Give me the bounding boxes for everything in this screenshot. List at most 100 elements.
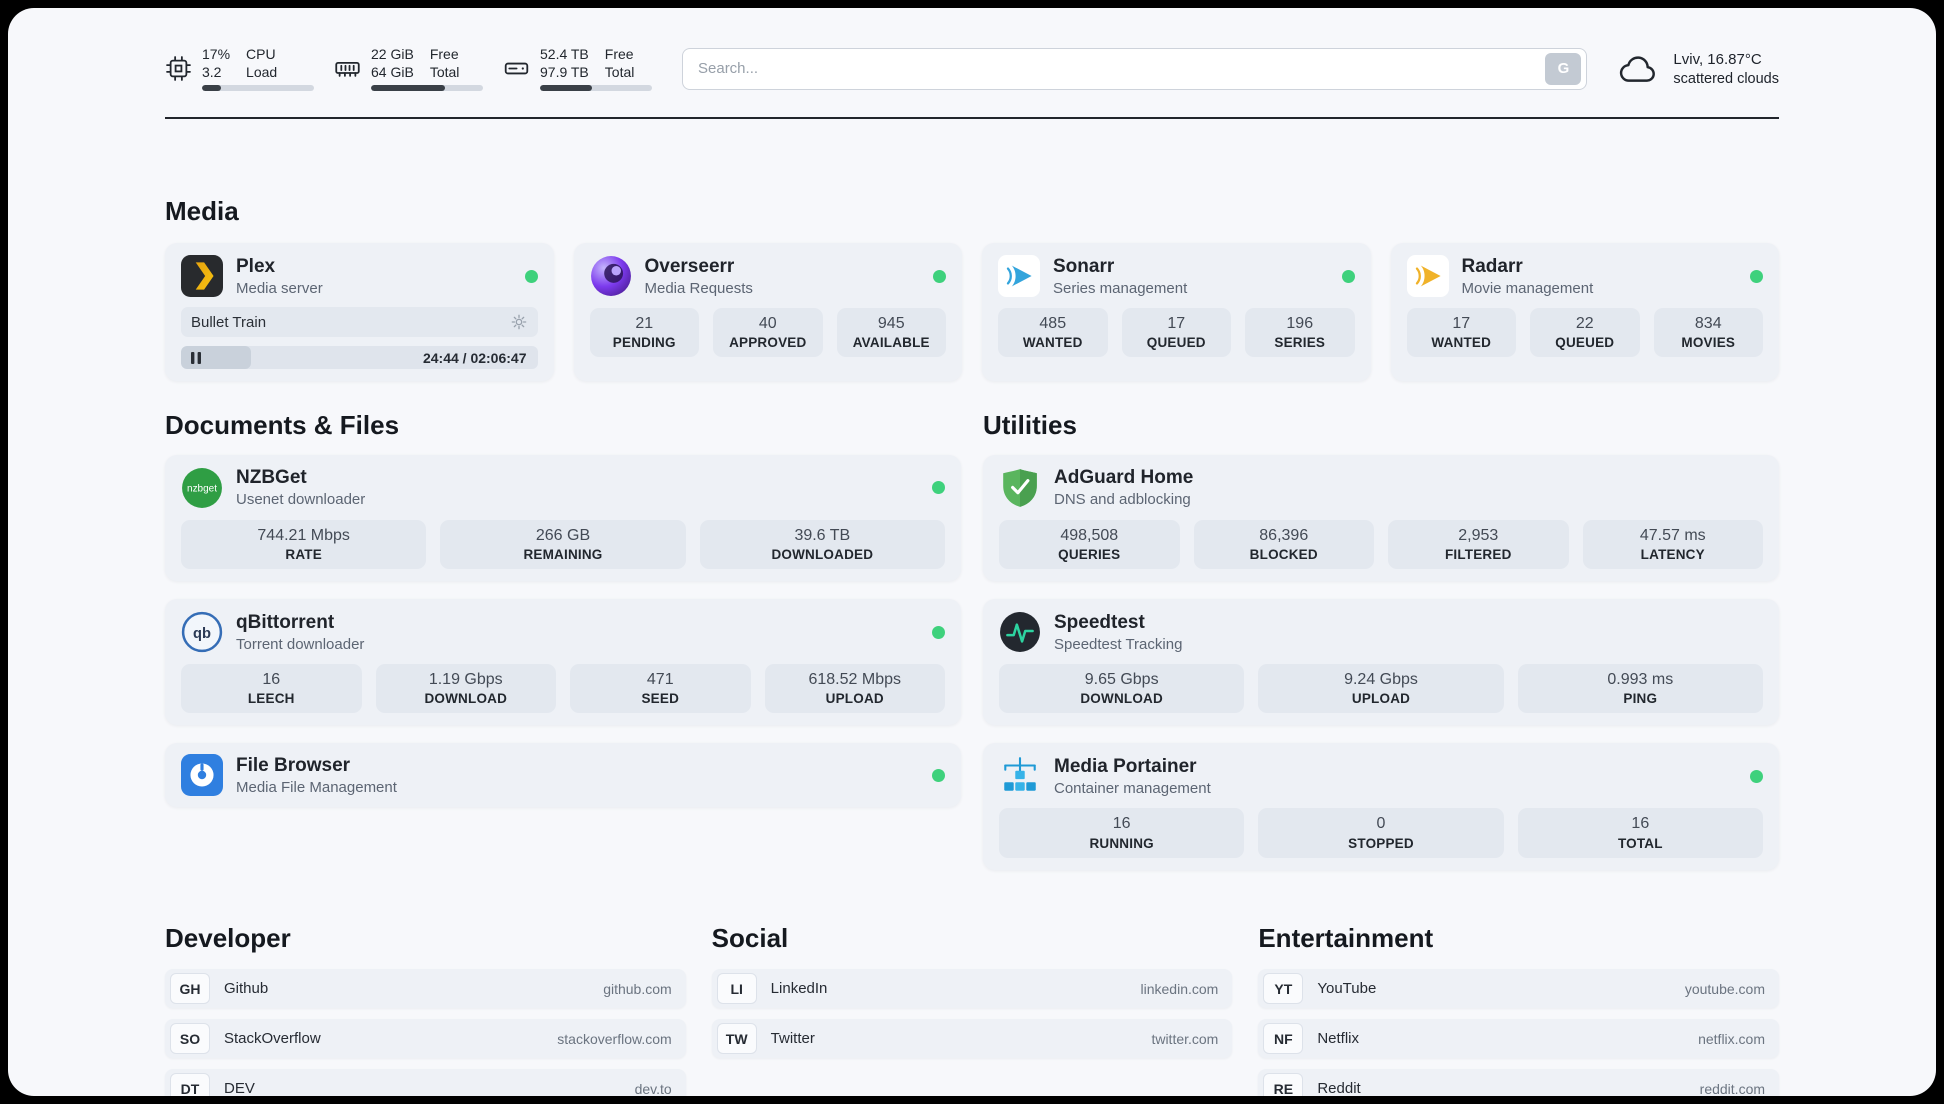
twitter-abbr-chip: TW <box>716 1023 757 1055</box>
bookmark-url: netflix.com <box>1698 1030 1766 1047</box>
stat-label: FILTERED <box>1444 547 1512 563</box>
stat-value: 0.993 ms <box>1607 671 1674 689</box>
speedtest-card-header: Speedtest Speedtest Tracking <box>999 611 1763 653</box>
stat-label: RUNNING <box>1089 835 1154 851</box>
qbittorrent-stats: 16 LEECH 1.19 Gbps DOWNLOAD 471 SEED 6 <box>181 664 945 714</box>
cpu-label-bottom: Load <box>246 64 278 81</box>
nzbget-card[interactable]: nzbget NZBGet Usenet downloader 744.21 M… <box>165 454 961 582</box>
radarr-card-header: Radarr Movie management <box>1406 255 1763 298</box>
qbittorrent-card[interactable]: qb qBittorrent Torrent downloader 16 LEE… <box>165 599 961 726</box>
stat-label: SERIES <box>1274 335 1326 351</box>
stat-value: 1.19 Gbps <box>428 671 503 689</box>
filebrowser-icon <box>181 754 223 797</box>
bookmark-linkedin[interactable]: LI LinkedIn linkedin.com <box>711 969 1233 1009</box>
stat-label: LEECH <box>247 691 295 707</box>
portainer-card[interactable]: Media Portainer Container management 16 … <box>983 743 1779 870</box>
social-column: Social LI LinkedIn linkedin.com TW Twitt… <box>711 923 1233 1096</box>
stat-label: WANTED <box>1022 335 1083 351</box>
bookmark-netflix[interactable]: NF Netflix netflix.com <box>1258 1019 1780 1059</box>
overseerr-icon <box>590 255 632 297</box>
stat-value: 9.24 Gbps <box>1344 671 1418 689</box>
qbittorrent-title: qBittorrent <box>236 611 335 633</box>
bookmark-url: github.com <box>603 980 672 997</box>
sonarr-icon <box>998 255 1040 298</box>
stat-value: 39.6 TB <box>794 526 851 544</box>
plex-card[interactable]: Plex Media server Bullet Train <box>165 243 554 382</box>
stat-value: 266 GB <box>535 526 591 544</box>
disk-total-value: 97.9 TB <box>540 64 589 81</box>
stat-value: 0 <box>1376 815 1386 833</box>
stat-blocked: 86,396 BLOCKED <box>1193 519 1374 570</box>
stat-downloaded: 39.6 TB DOWNLOADED <box>699 519 945 570</box>
stat-label: MOVIES <box>1681 335 1736 351</box>
weather-location: Lviv, 16.87°C <box>1673 50 1762 68</box>
section-title-utilities: Utilities <box>983 410 1077 441</box>
stat-label: DOWNLOAD <box>424 691 508 707</box>
nzbget-status-online-dot <box>932 481 945 495</box>
stat-stopped: 0 STOPPED <box>1258 808 1504 858</box>
cloud-icon <box>1617 53 1661 85</box>
bookmark-url: stackoverflow.com <box>557 1030 672 1047</box>
overseerr-card[interactable]: Overseerr Media Requests 21 PENDING 40 A… <box>573 243 962 382</box>
playback-progress-bar[interactable]: 24:44 / 02:06:47 <box>181 346 538 370</box>
bookmark-name: Reddit <box>1317 1080 1361 1096</box>
stat-label: PENDING <box>612 335 676 351</box>
stat-label: BLOCKED <box>1249 547 1318 563</box>
svg-text:qb: qb <box>193 626 211 642</box>
stackoverflow-abbr-chip: SO <box>170 1023 210 1055</box>
gear-icon[interactable] <box>510 313 528 331</box>
bookmark-url: reddit.com <box>1699 1080 1766 1096</box>
pause-icon[interactable] <box>191 351 201 364</box>
bookmark-twitter[interactable]: TW Twitter twitter.com <box>711 1019 1233 1059</box>
sonarr-subtitle: Series management <box>1053 279 1188 297</box>
radarr-card[interactable]: Radarr Movie management 17 WANTED 22 QUE… <box>1390 243 1779 382</box>
bookmark-name: Github <box>224 980 269 998</box>
bookmark-name: Twitter <box>770 1030 815 1048</box>
bookmark-github[interactable]: GH Github github.com <box>165 969 686 1009</box>
disk-label-bottom: Total <box>604 64 635 81</box>
stat-queries: 498,508 QUERIES <box>999 519 1180 570</box>
search-bar: G <box>682 47 1588 90</box>
stat-remaining: 266 GB REMAINING <box>440 519 686 570</box>
cpu-label-top: CPU <box>246 46 276 62</box>
plex-status-online-dot <box>524 269 538 283</box>
adguard-card[interactable]: AdGuard Home DNS and adblocking 498,508 … <box>983 454 1779 582</box>
section-title-media: Media <box>165 196 239 227</box>
ram-progress-track <box>371 85 483 92</box>
weather-widget: Lviv, 16.87°C scattered clouds <box>1617 51 1779 87</box>
stat-upload: 9.24 Gbps UPLOAD <box>1258 664 1504 714</box>
stat-leech: 16 LEECH <box>181 664 362 714</box>
bookmark-reddit[interactable]: RE Reddit reddit.com <box>1258 1069 1780 1096</box>
stat-value: 471 <box>646 671 674 689</box>
stat-value: 16 <box>262 671 281 689</box>
sonarr-card[interactable]: Sonarr Series management 485 WANTED 17 Q… <box>982 243 1371 382</box>
bookmark-stackoverflow[interactable]: SO StackOverflow stackoverflow.com <box>165 1019 686 1059</box>
bookmarks-section: Developer GH Github github.com SO StackO… <box>165 923 1780 1096</box>
stat-rate: 744.21 Mbps RATE <box>181 519 427 570</box>
stat-movies: 834 MOVIES <box>1653 308 1763 358</box>
ram-label-bottom: Total <box>429 64 460 81</box>
playback-time: 24:44 / 02:06:47 <box>422 349 527 366</box>
entertainment-column: Entertainment YT YouTube youtube.com NF … <box>1258 923 1780 1096</box>
dashboard-page: 17% 3.2 CPU Load <box>8 8 1936 1096</box>
adguard-stats: 498,508 QUERIES 86,396 BLOCKED 2,953 FIL… <box>999 519 1763 570</box>
stat-value: 40 <box>758 315 777 333</box>
stat-label: UPLOAD <box>825 691 884 707</box>
stat-ping: 0.993 ms PING <box>1517 664 1763 714</box>
ram-label-top: Free <box>429 46 459 62</box>
bookmark-youtube[interactable]: YT YouTube youtube.com <box>1258 969 1780 1009</box>
filebrowser-card[interactable]: File Browser Media File Management <box>165 743 961 808</box>
plex-title: Plex <box>236 255 276 277</box>
speedtest-card[interactable]: Speedtest Speedtest Tracking 9.65 Gbps D… <box>983 599 1779 726</box>
cpu-load-value: 3.2 <box>202 64 222 81</box>
speedtest-title: Speedtest <box>1054 611 1145 633</box>
search-engine-button[interactable]: G <box>1545 52 1582 85</box>
svg-text:nzbget: nzbget <box>187 484 217 495</box>
stat-value: 47.57 ms <box>1639 526 1706 544</box>
plex-card-header: Plex Media server <box>181 255 538 298</box>
cpu-progress-track <box>202 85 314 92</box>
radarr-subtitle: Movie management <box>1461 279 1594 297</box>
linkedin-abbr-chip: LI <box>716 973 757 1005</box>
search-input[interactable] <box>698 60 1546 78</box>
bookmark-dev[interactable]: DT DEV dev.to <box>165 1069 686 1096</box>
